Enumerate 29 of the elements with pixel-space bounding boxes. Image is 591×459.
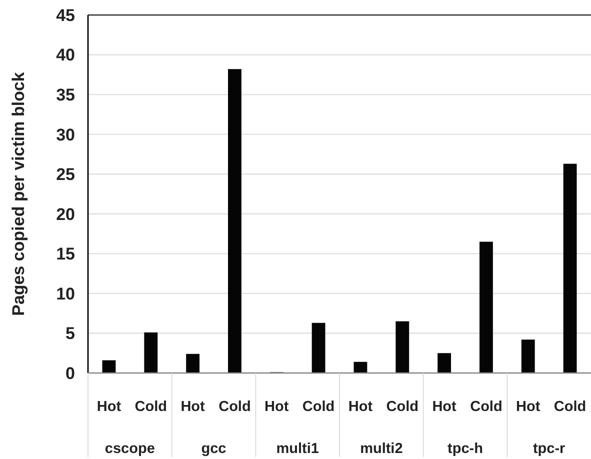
y-tick-label: 35 — [56, 86, 75, 105]
y-tick-label: 45 — [56, 6, 75, 25]
text: tpc-r — [532, 441, 566, 457]
x-tick-label: Cold — [134, 399, 167, 415]
y-tick-label: 10 — [56, 284, 75, 304]
y-tick-label: 5 — [66, 324, 75, 344]
x-tick-label: Hot — [264, 399, 289, 415]
text: multi1 — [276, 441, 319, 457]
x-tick-label: Cold — [470, 399, 502, 415]
x-tick-label: Cold — [218, 399, 251, 415]
text: tpc-h — [448, 441, 483, 457]
y-tick-label: 40 — [56, 46, 75, 65]
y-tick-label: 20 — [56, 204, 75, 224]
x-tick-label: Hot — [348, 399, 373, 415]
x-tick-label: Hot — [516, 399, 540, 415]
x-tick-label: Cold — [386, 399, 418, 415]
y-tick-label: 25 — [56, 165, 75, 184]
x-tick-label: Cold — [302, 399, 335, 415]
x-tick-label: Hot — [180, 399, 206, 415]
y-tick-label: 0 — [66, 364, 75, 383]
y-tick-label: 30 — [56, 125, 75, 144]
text: gcc — [201, 441, 226, 457]
text: multi2 — [360, 441, 403, 457]
y-axis-title: Pages copied per victim block — [9, 72, 28, 316]
x-tick-label: Hot — [96, 399, 122, 415]
text: cscope — [104, 441, 155, 457]
x-tick-label: Hot — [432, 399, 457, 415]
y-tick-label: 15 — [56, 244, 75, 264]
x-tick-label: Cold — [554, 399, 586, 415]
